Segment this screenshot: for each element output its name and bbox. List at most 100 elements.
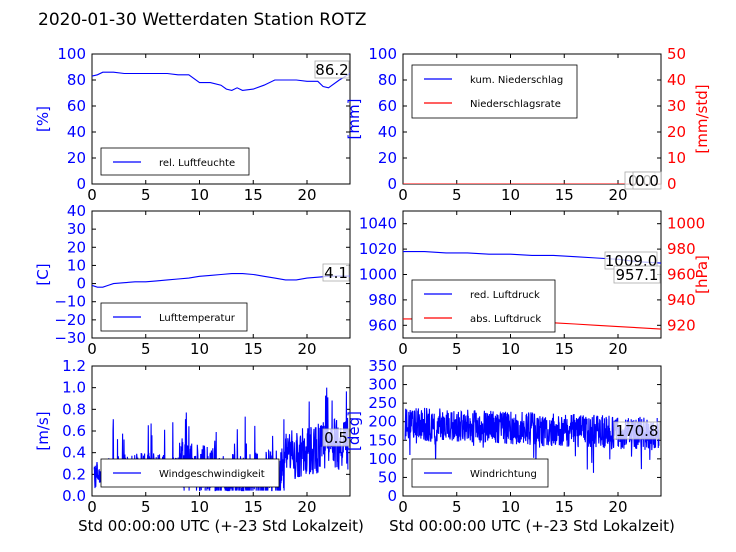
y-tick-label: 40: [67, 123, 86, 141]
y-tick-label: −30: [54, 329, 86, 347]
value-annotation: 86.2: [315, 61, 348, 79]
legend: Windgeschwindigkeit: [100, 458, 280, 488]
y-tick-label: 1020: [359, 240, 397, 258]
y-tick-label: 40: [67, 202, 86, 220]
x-tick-label: 5: [452, 340, 462, 358]
y2-tick-label: 0: [667, 175, 677, 193]
x-tick-label: 15: [555, 340, 574, 358]
y-tick-label: 0.0: [62, 487, 86, 505]
legend-label: Windgeschwindigkeit: [159, 469, 265, 480]
x-tick-label: 15: [555, 186, 574, 204]
legend-label: abs. Luftdruck: [470, 314, 541, 325]
y-axis-label: [deg]: [345, 411, 363, 451]
x-tick-label: 20: [297, 498, 316, 516]
y-tick-label: 0: [387, 175, 397, 193]
y2-tick-label: 980: [667, 240, 696, 258]
value-annotation: 1009.0: [605, 252, 658, 270]
y-tick-label: 80: [378, 71, 397, 89]
y-tick-label: 0: [76, 175, 86, 193]
chart-panel-4: 0 5 10 15 20 960 980 1000 1020 1040 920 940 960 980 10…: [359, 210, 711, 358]
series-line-1: [92, 273, 350, 288]
x-tick-label: 0: [87, 498, 97, 516]
x-tick-label: 0: [87, 340, 97, 358]
data-area: [92, 71, 350, 91]
y-tick-label: −20: [54, 311, 86, 329]
x-tick-label: 10: [190, 186, 209, 204]
y2-tick-label: 50: [667, 45, 686, 63]
value-annotation-box: [322, 428, 350, 447]
legend-box: [411, 279, 556, 333]
legend-label: Lufttemperatur: [159, 313, 236, 324]
y-tick-label: 30: [67, 220, 86, 238]
value-annotation-box: [314, 60, 350, 79]
legend-label: kum. Niederschlag: [470, 75, 563, 86]
y-tick-label: 0: [387, 487, 397, 505]
x-tick-label: 0: [398, 498, 408, 516]
legend: kum. Niederschlag Niederschlagsrate: [411, 64, 578, 119]
y-tick-label: 100: [57, 45, 86, 63]
x-tick-label: 0: [87, 186, 97, 204]
x-tick-label: 20: [608, 340, 627, 358]
y-tick-label: 50: [378, 468, 397, 486]
plot-frame: [402, 365, 662, 497]
y-tick-label: 0.6: [62, 422, 86, 440]
value-annotation: 0.0: [635, 172, 659, 190]
y-tick-label: 20: [67, 149, 86, 167]
x-tick-label: 15: [244, 186, 263, 204]
x-tick-label: 0: [398, 340, 408, 358]
y-tick-label: 150: [368, 431, 397, 449]
x-tick-label: 20: [608, 186, 627, 204]
x-tick-label: 5: [452, 498, 462, 516]
y2-tick-label: 920: [667, 316, 696, 334]
x-tick-label: 15: [244, 340, 263, 358]
y2-tick-label: 940: [667, 291, 696, 309]
legend-label: Windrichtung: [470, 469, 537, 480]
x-tick-label: 10: [190, 498, 209, 516]
x-tick-label: 10: [501, 186, 520, 204]
y-tick-label: 1040: [359, 215, 397, 233]
y-tick-label: 20: [378, 149, 397, 167]
y-tick-label: 60: [67, 97, 86, 115]
value-annotation-box: [322, 263, 350, 282]
y2-tick-label: 20: [667, 123, 686, 141]
value-annotation-box: [613, 265, 661, 284]
y-tick-label: 300: [368, 376, 397, 394]
x-tick-label: 10: [190, 340, 209, 358]
y-tick-label: 0.4: [62, 444, 86, 462]
plot-frame: [91, 53, 351, 185]
y2-tick-label: 30: [667, 97, 686, 115]
value-annotation-box: [632, 171, 662, 190]
legend: rel. Luftfeuchte: [100, 147, 250, 176]
x-tick-label: 5: [452, 186, 462, 204]
y-axis-label: [%]: [34, 106, 52, 132]
y-tick-label: 1000: [359, 266, 397, 284]
x-tick-label: 5: [141, 340, 151, 358]
y-tick-label: 1.0: [62, 379, 86, 397]
x-tick-label: 15: [244, 498, 263, 516]
y2-tick-label: 10: [667, 149, 686, 167]
x-tick-label: 20: [297, 186, 316, 204]
y2-axis-label: [hPa]: [693, 255, 711, 294]
legend-label: rel. Luftfeuchte: [159, 158, 235, 169]
y-tick-label: 10: [67, 256, 86, 274]
x-tick-label: 0: [398, 186, 408, 204]
y-tick-label: 100: [368, 450, 397, 468]
y2-tick-label: 40: [667, 71, 686, 89]
series-line-1: [92, 71, 350, 91]
legend: Windrichtung: [411, 458, 549, 488]
legend: Lufttemperatur: [100, 302, 248, 332]
x-tick-label: 20: [297, 340, 316, 358]
y-axis-label: [mm]: [345, 99, 363, 140]
y-tick-label: 1.2: [62, 357, 86, 375]
y-tick-label: 0: [76, 275, 86, 293]
y-axis-label: [C]: [34, 263, 52, 285]
x-axis-label: Std 00:00:00 UTC (+-23 Std Lokalzeit): [389, 517, 675, 535]
y-tick-label: −10: [54, 293, 86, 311]
legend-box: [411, 64, 578, 119]
x-tick-label: 15: [555, 498, 574, 516]
y-tick-label: 80: [67, 71, 86, 89]
legend: red. Luftdruck abs. Luftdruck: [411, 279, 556, 333]
value-annotation: 170.8: [616, 422, 659, 440]
value-annotation: 957.1: [616, 266, 659, 284]
